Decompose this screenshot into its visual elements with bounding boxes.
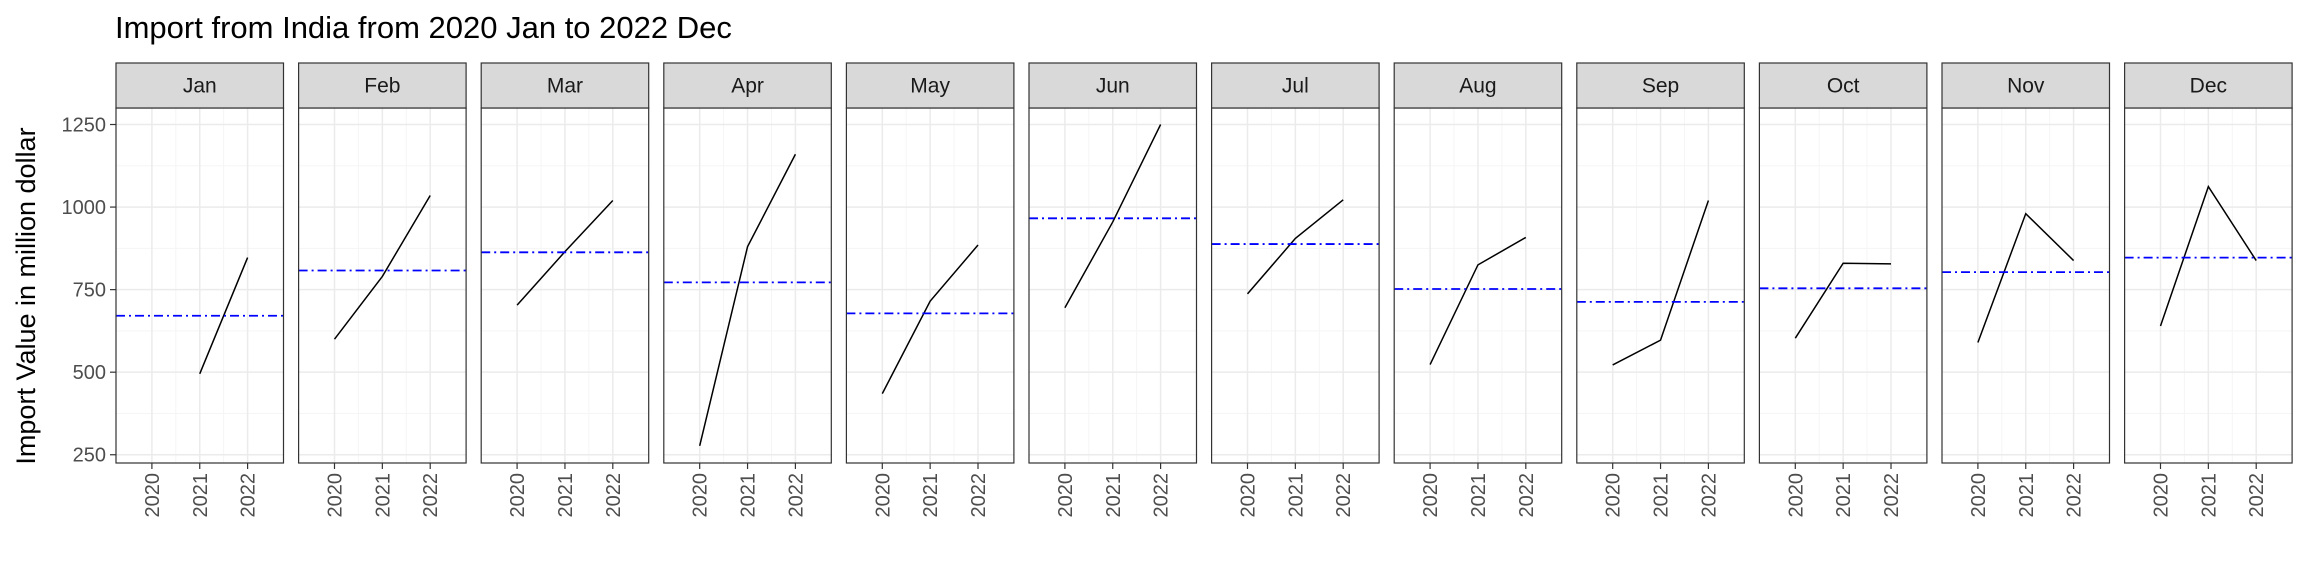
x-tick-label: 2022 — [1333, 473, 1355, 518]
facet-strip — [1758, 62, 1928, 109]
x-tick-label: 2020 — [324, 473, 346, 518]
y-tick-label: 1000 — [62, 197, 107, 219]
x-tick-label: 2022 — [1516, 473, 1538, 518]
series-line-jun — [1064, 124, 1162, 309]
series-line-oct — [1794, 262, 1892, 339]
x-tick-label: 2021 — [555, 473, 577, 518]
x-tick-label: 2020 — [872, 473, 894, 518]
x-tick-label: 2022 — [785, 473, 807, 518]
facet-strip-label: Feb — [364, 75, 400, 98]
x-tick-label: 2020 — [690, 473, 712, 518]
x-tick-label: 2020 — [2150, 473, 2172, 518]
series-line-nov — [1977, 212, 2075, 343]
x-tick-label: 2022 — [2246, 473, 2268, 518]
facet-panel-feb: Feb 2020 2021 2022 — [298, 62, 467, 518]
facet-strip-label: Aug — [1459, 75, 1496, 98]
x-tick-label: 2021 — [190, 473, 212, 518]
facet-panel-nov: Nov 2020 2021 2022 — [1941, 62, 2111, 518]
x-tick-label: 2022 — [968, 473, 990, 518]
facet-strip — [1028, 62, 1198, 109]
series-line-feb — [333, 195, 431, 340]
x-tick-label: 2021 — [1103, 473, 1125, 518]
series-line-aug — [1429, 236, 1527, 365]
x-tick-label: 2022 — [1151, 473, 1173, 518]
facet-strip — [1576, 62, 1745, 109]
x-tick-label: 2021 — [372, 473, 394, 518]
y-tick-label: 750 — [73, 280, 106, 302]
facet-strip — [1393, 62, 1563, 109]
facet-panel-sep: Sep 2020 2021 2022 — [1576, 62, 1745, 518]
facet-panel-jul: Jul 2020 2021 2022 — [1210, 62, 1380, 518]
facet-panel-may: May 2020 2021 2022 — [845, 62, 1015, 518]
x-tick-label: 2022 — [238, 473, 260, 518]
x-tick-label: 2020 — [507, 473, 529, 518]
facet-strip-label: Apr — [731, 75, 764, 98]
x-tick-label: 2021 — [1651, 473, 1673, 518]
y-tick-label: 250 — [73, 445, 106, 467]
x-tick-label: 2022 — [1881, 473, 1903, 518]
x-tick-label: 2020 — [1785, 473, 1807, 518]
y-axis-label: Import Value in million dollar — [11, 127, 41, 464]
facet-strip-label: Sep — [1642, 75, 1679, 98]
facet-strip — [1941, 62, 2111, 109]
facet-panel-apr: Apr 2020 2021 2022 — [663, 62, 832, 518]
facet-strip — [845, 62, 1015, 109]
x-tick-label: 2020 — [1055, 473, 1077, 518]
x-tick-label: 2021 — [738, 473, 760, 518]
y-tick-label: 500 — [73, 362, 106, 384]
facet-strip — [2124, 62, 2293, 109]
facet-strip-label: Nov — [2007, 75, 2045, 98]
series-line-may — [881, 244, 979, 394]
facet-panel-dec: Dec 2020 2021 2022 — [2124, 62, 2293, 518]
series-line-jul — [1246, 199, 1344, 295]
facet-panel-jan: Jan 2020 2021 2022 — [115, 62, 285, 518]
x-tick-label: 2020 — [1237, 473, 1259, 518]
facet-strip — [663, 62, 832, 109]
series-line-sep — [1612, 200, 1710, 366]
y-tick-label: 1250 — [62, 115, 107, 137]
x-tick-label: 2020 — [1968, 473, 1990, 518]
facet-strip-label: Mar — [547, 75, 583, 98]
facet-strip — [298, 62, 467, 109]
facet-panel-aug: Aug 2020 2021 2022 — [1393, 62, 1563, 518]
series-line-dec — [2159, 184, 2257, 327]
x-tick-label: 2021 — [1468, 473, 1490, 518]
facet-panel-oct: Oct 2020 2021 2022 — [1758, 62, 1928, 518]
facet-strip — [480, 62, 650, 109]
x-tick-label: 2021 — [2198, 473, 2220, 518]
series-line-apr — [698, 153, 797, 447]
facet-strip-label: Jun — [1096, 75, 1130, 98]
facet-panel-jun: Jun 2020 2021 2022 — [1028, 62, 1198, 518]
y-axis: 250 500 750 1000 1250 — [62, 115, 116, 467]
x-tick-label: 2021 — [2016, 473, 2038, 518]
facet-strip — [1210, 62, 1380, 109]
x-tick-label: 2020 — [1603, 473, 1625, 518]
x-tick-label: 2022 — [2064, 473, 2086, 518]
facet-strip-label: Oct — [1827, 75, 1860, 98]
facet-strip — [115, 62, 285, 109]
x-tick-label: 2020 — [1420, 473, 1442, 518]
facet-panels: Jan 2020 2021 2022 Feb 2020 2021 2022 Mar 2020 202… — [115, 62, 2293, 518]
x-tick-label: 2022 — [603, 473, 625, 518]
x-tick-label: 2021 — [1285, 473, 1307, 518]
x-tick-label: 2021 — [1833, 473, 1855, 518]
facet-strip-label: Jan — [183, 75, 217, 98]
facet-strip-label: May — [910, 75, 950, 98]
facet-panel-mar: Mar 2020 2021 2022 — [480, 62, 650, 518]
chart-title: Import from India from 2020 Jan to 2022 … — [115, 10, 732, 45]
facet-strip-label: Jul — [1282, 75, 1309, 98]
facet-strip-label: Dec — [2190, 75, 2227, 98]
x-tick-label: 2022 — [1698, 473, 1720, 518]
x-tick-label: 2021 — [920, 473, 942, 518]
x-tick-label: 2022 — [420, 473, 442, 518]
x-tick-label: 2020 — [142, 473, 164, 518]
series-line-jan — [199, 257, 249, 375]
